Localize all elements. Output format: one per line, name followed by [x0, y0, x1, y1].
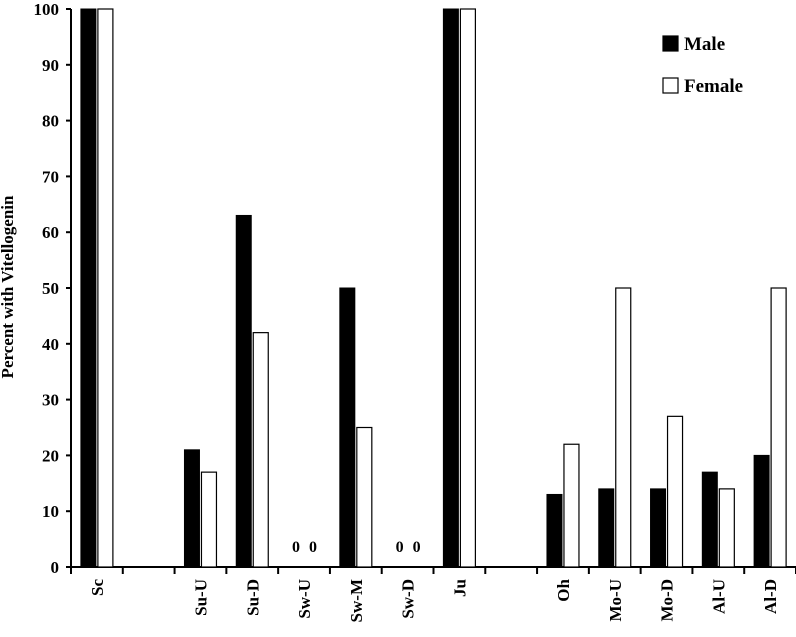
x-tick-label: Ju — [450, 579, 469, 597]
y-tick-label: 10 — [42, 502, 59, 521]
y-tick-label: 50 — [42, 279, 59, 298]
male-bar — [546, 493, 563, 568]
female-bar — [97, 8, 114, 568]
y-tick-label: 60 — [42, 223, 59, 242]
x-axis: Sc Su-U Su-D Sw-U Sw-M Sw-D Ju Oh Mo-U Mo-D Al-U Al… — [70, 566, 796, 622]
female-bar — [459, 8, 476, 568]
zero-value-label: 0 — [396, 539, 404, 556]
female-bar — [718, 488, 735, 568]
y-axis: 0 10 20 30 40 50 60 70 80 90 100 — [34, 0, 72, 577]
female-bar — [615, 287, 632, 568]
bar-marks — [80, 8, 787, 568]
male-bar — [80, 8, 97, 568]
female-bar — [356, 426, 373, 568]
x-tick-label: Sc — [88, 579, 107, 596]
x-tick-label: Mo-U — [606, 579, 625, 621]
male-legend-label: Male — [684, 34, 725, 55]
x-tick-label: Su-D — [243, 579, 262, 616]
female-bar — [770, 287, 787, 568]
y-tick-label: 70 — [42, 167, 59, 186]
female-bar — [200, 471, 218, 568]
y-tick-label: 0 — [51, 558, 60, 577]
y-tick-label: 90 — [42, 56, 59, 75]
male-bar — [235, 214, 252, 568]
zero-value-label: 0 — [309, 539, 317, 556]
y-tick-label: 40 — [42, 335, 59, 354]
male-bar — [442, 8, 459, 568]
zero-value-label: 0 — [292, 539, 300, 556]
y-tick-label: 80 — [42, 112, 59, 131]
male-bar — [701, 471, 718, 568]
female-legend-label: Female — [684, 76, 743, 97]
x-tick-label: Al-D — [761, 579, 780, 614]
male-bar — [753, 454, 770, 568]
x-tick-label: Al-U — [709, 579, 728, 614]
male-bar — [183, 449, 200, 568]
male-bar — [650, 488, 667, 568]
female-bar — [666, 415, 684, 568]
y-tick-label: 30 — [42, 391, 59, 410]
zero-value-label: 0 — [413, 539, 421, 556]
female-bar — [252, 332, 269, 568]
female-legend-swatch — [662, 77, 679, 94]
female-bar — [563, 443, 580, 568]
x-tick-label: Sw-D — [399, 579, 418, 619]
legend: Male Female — [662, 34, 743, 97]
male-bar — [339, 287, 356, 568]
y-tick-label: 100 — [34, 0, 60, 19]
y-axis-label: Percent with Vitellogenin — [0, 195, 17, 378]
male-legend-swatch — [662, 35, 679, 52]
x-tick-label: Oh — [554, 578, 573, 601]
x-tick-label: Sw-U — [295, 579, 314, 619]
x-tick-label: Sw-M — [347, 579, 366, 622]
male-bar — [598, 488, 615, 568]
x-tick-label: Su-U — [191, 579, 210, 616]
y-tick-label: 20 — [42, 446, 59, 465]
x-tick-label: Mo-D — [658, 579, 677, 621]
